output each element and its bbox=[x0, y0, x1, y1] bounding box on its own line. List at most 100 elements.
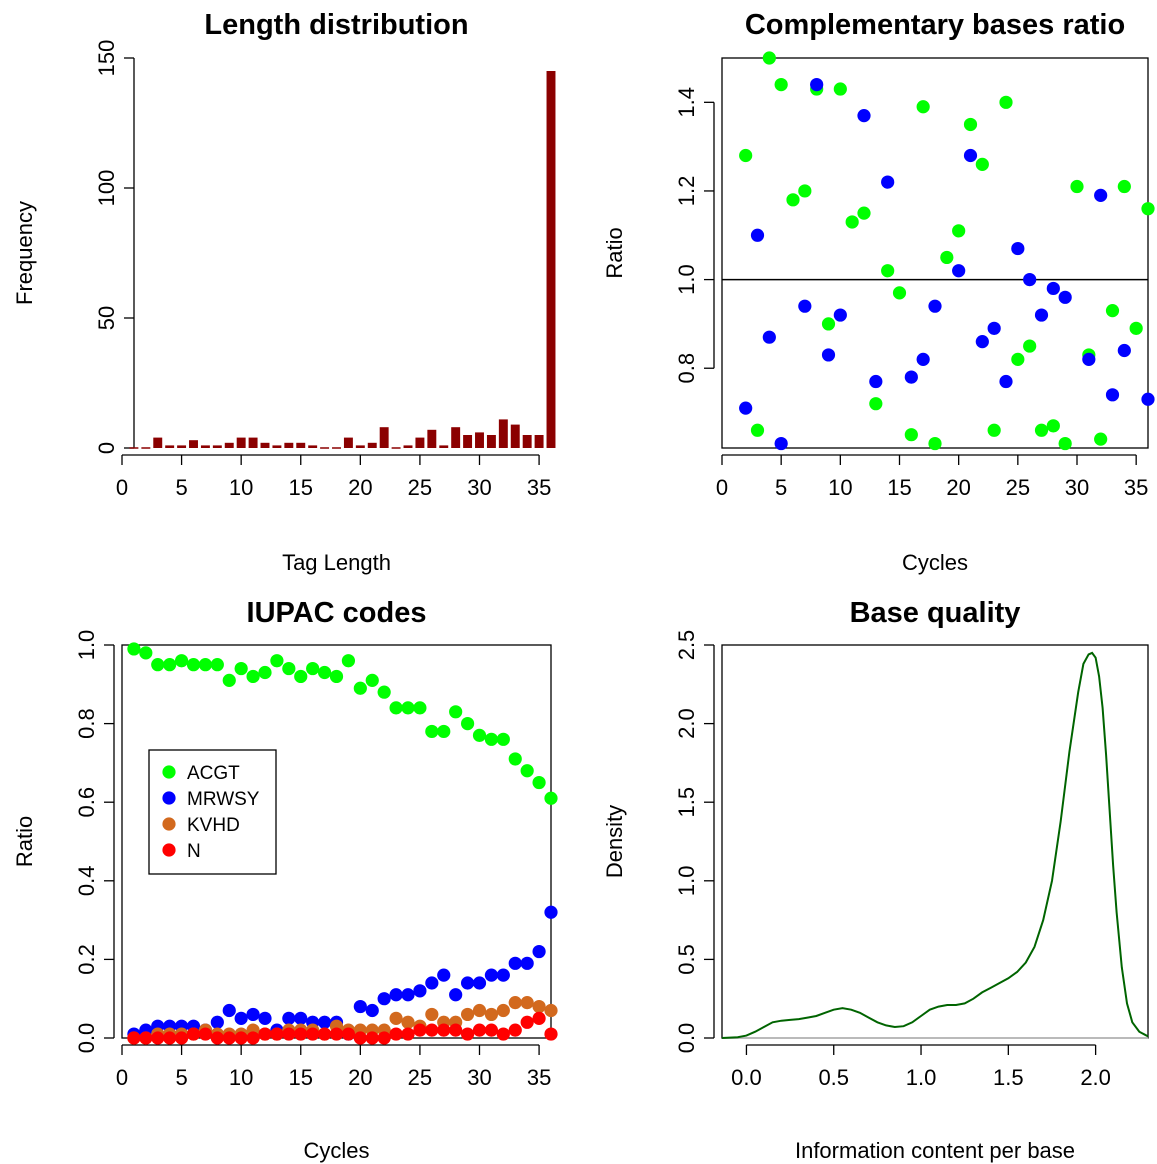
data-point bbox=[222, 1031, 236, 1045]
y-axis-label: Ratio bbox=[602, 227, 627, 278]
bar bbox=[451, 427, 461, 448]
data-point bbox=[508, 956, 522, 970]
data-point bbox=[916, 352, 930, 366]
x-tick-label: 15 bbox=[289, 1065, 313, 1090]
data-point bbox=[425, 1023, 439, 1037]
data-point bbox=[413, 701, 427, 715]
data-point bbox=[210, 658, 224, 672]
x-axis-label: Information content per base bbox=[795, 1138, 1075, 1163]
data-point bbox=[222, 1003, 236, 1018]
data-point bbox=[425, 1007, 439, 1022]
data-point bbox=[1141, 202, 1155, 216]
y-tick-label: 1.2 bbox=[674, 176, 699, 207]
data-point bbox=[1094, 188, 1108, 202]
y-tick-label: 0 bbox=[94, 442, 119, 454]
y-tick-label: 50 bbox=[94, 306, 119, 330]
data-point bbox=[963, 117, 978, 132]
data-point bbox=[975, 335, 989, 349]
data-point bbox=[881, 175, 895, 189]
data-point bbox=[845, 215, 859, 229]
data-point bbox=[377, 992, 391, 1006]
legend-label: MRWSY bbox=[187, 789, 260, 810]
data-point bbox=[437, 724, 451, 739]
data-point bbox=[1023, 339, 1037, 353]
data-point bbox=[163, 1031, 177, 1045]
data-point bbox=[532, 999, 546, 1014]
data-point bbox=[186, 658, 201, 672]
data-point bbox=[496, 732, 510, 746]
data-point bbox=[186, 1027, 201, 1041]
data-point bbox=[1129, 321, 1143, 335]
y-tick-label: 0.2 bbox=[74, 944, 99, 975]
data-point bbox=[210, 1031, 224, 1045]
data-point bbox=[786, 193, 800, 207]
bar bbox=[224, 442, 234, 448]
data-point bbox=[210, 1015, 224, 1029]
data-point bbox=[365, 1003, 379, 1018]
data-point bbox=[139, 1031, 153, 1045]
x-tick-label: 30 bbox=[467, 475, 491, 500]
data-point bbox=[739, 148, 753, 163]
data-point bbox=[460, 976, 475, 990]
data-point bbox=[1094, 432, 1108, 446]
panel-1: Length distribution Tag Length Frequency 0 5… bbox=[12, 9, 556, 575]
chart-title: Base quality bbox=[850, 597, 1021, 629]
y-tick-label: 1.0 bbox=[674, 264, 699, 295]
data-point bbox=[916, 100, 930, 114]
panel-4: Base quality Information content per base… bbox=[602, 597, 1149, 1163]
x-tick-label: 10 bbox=[229, 1065, 253, 1090]
data-point bbox=[306, 661, 320, 676]
legend-label: ACGT bbox=[187, 763, 240, 784]
bar bbox=[379, 427, 389, 448]
data-point bbox=[952, 224, 966, 238]
data-point bbox=[294, 669, 308, 684]
x-tick-label: 0 bbox=[116, 475, 128, 500]
data-point bbox=[1058, 290, 1072, 304]
data-point bbox=[174, 1031, 189, 1045]
x-axis-label: Cycles bbox=[902, 550, 968, 575]
data-point bbox=[987, 321, 1001, 335]
x-tick-label: 20 bbox=[348, 1065, 372, 1090]
data-point bbox=[389, 701, 403, 715]
data-point bbox=[928, 436, 942, 451]
data-point bbox=[1023, 272, 1037, 287]
data-point bbox=[246, 1031, 260, 1045]
data-point bbox=[881, 264, 895, 278]
data-point bbox=[425, 976, 439, 990]
data-point bbox=[472, 1023, 487, 1037]
data-point bbox=[940, 250, 954, 265]
data-point bbox=[294, 1027, 308, 1041]
chart-title: IUPAC codes bbox=[247, 597, 427, 629]
data-point bbox=[258, 665, 272, 680]
data-point bbox=[353, 999, 367, 1014]
bar bbox=[355, 445, 365, 448]
x-tick-label: 35 bbox=[527, 1065, 551, 1090]
data-point bbox=[460, 1007, 475, 1022]
data-point bbox=[762, 51, 776, 65]
data-point bbox=[389, 1027, 403, 1041]
bar bbox=[248, 437, 258, 448]
data-point bbox=[389, 1011, 403, 1025]
x-tick-label: 5 bbox=[775, 475, 787, 500]
data-point bbox=[798, 299, 812, 313]
data-point bbox=[151, 658, 165, 672]
legend-marker bbox=[162, 817, 176, 831]
x-tick-label: 0.0 bbox=[731, 1065, 762, 1090]
bar bbox=[510, 424, 520, 448]
x-tick-label: 25 bbox=[1006, 475, 1030, 500]
data-point bbox=[365, 1031, 379, 1045]
bar bbox=[212, 445, 222, 448]
data-point bbox=[1105, 388, 1120, 402]
chart-title: Length distribution bbox=[204, 9, 468, 41]
x-tick-label: 0.5 bbox=[818, 1065, 849, 1090]
density-curve bbox=[721, 651, 1149, 1039]
data-point bbox=[975, 157, 989, 171]
data-point bbox=[532, 1011, 546, 1025]
y-tick-label: 100 bbox=[94, 170, 119, 207]
panel-2: Complementary bases ratio Cycles Ratio 0 5 10… bbox=[602, 9, 1155, 575]
data-point bbox=[449, 1023, 463, 1037]
data-point bbox=[437, 968, 451, 982]
plot-frame bbox=[721, 644, 1149, 1039]
data-point bbox=[174, 654, 189, 668]
bar bbox=[367, 442, 377, 448]
